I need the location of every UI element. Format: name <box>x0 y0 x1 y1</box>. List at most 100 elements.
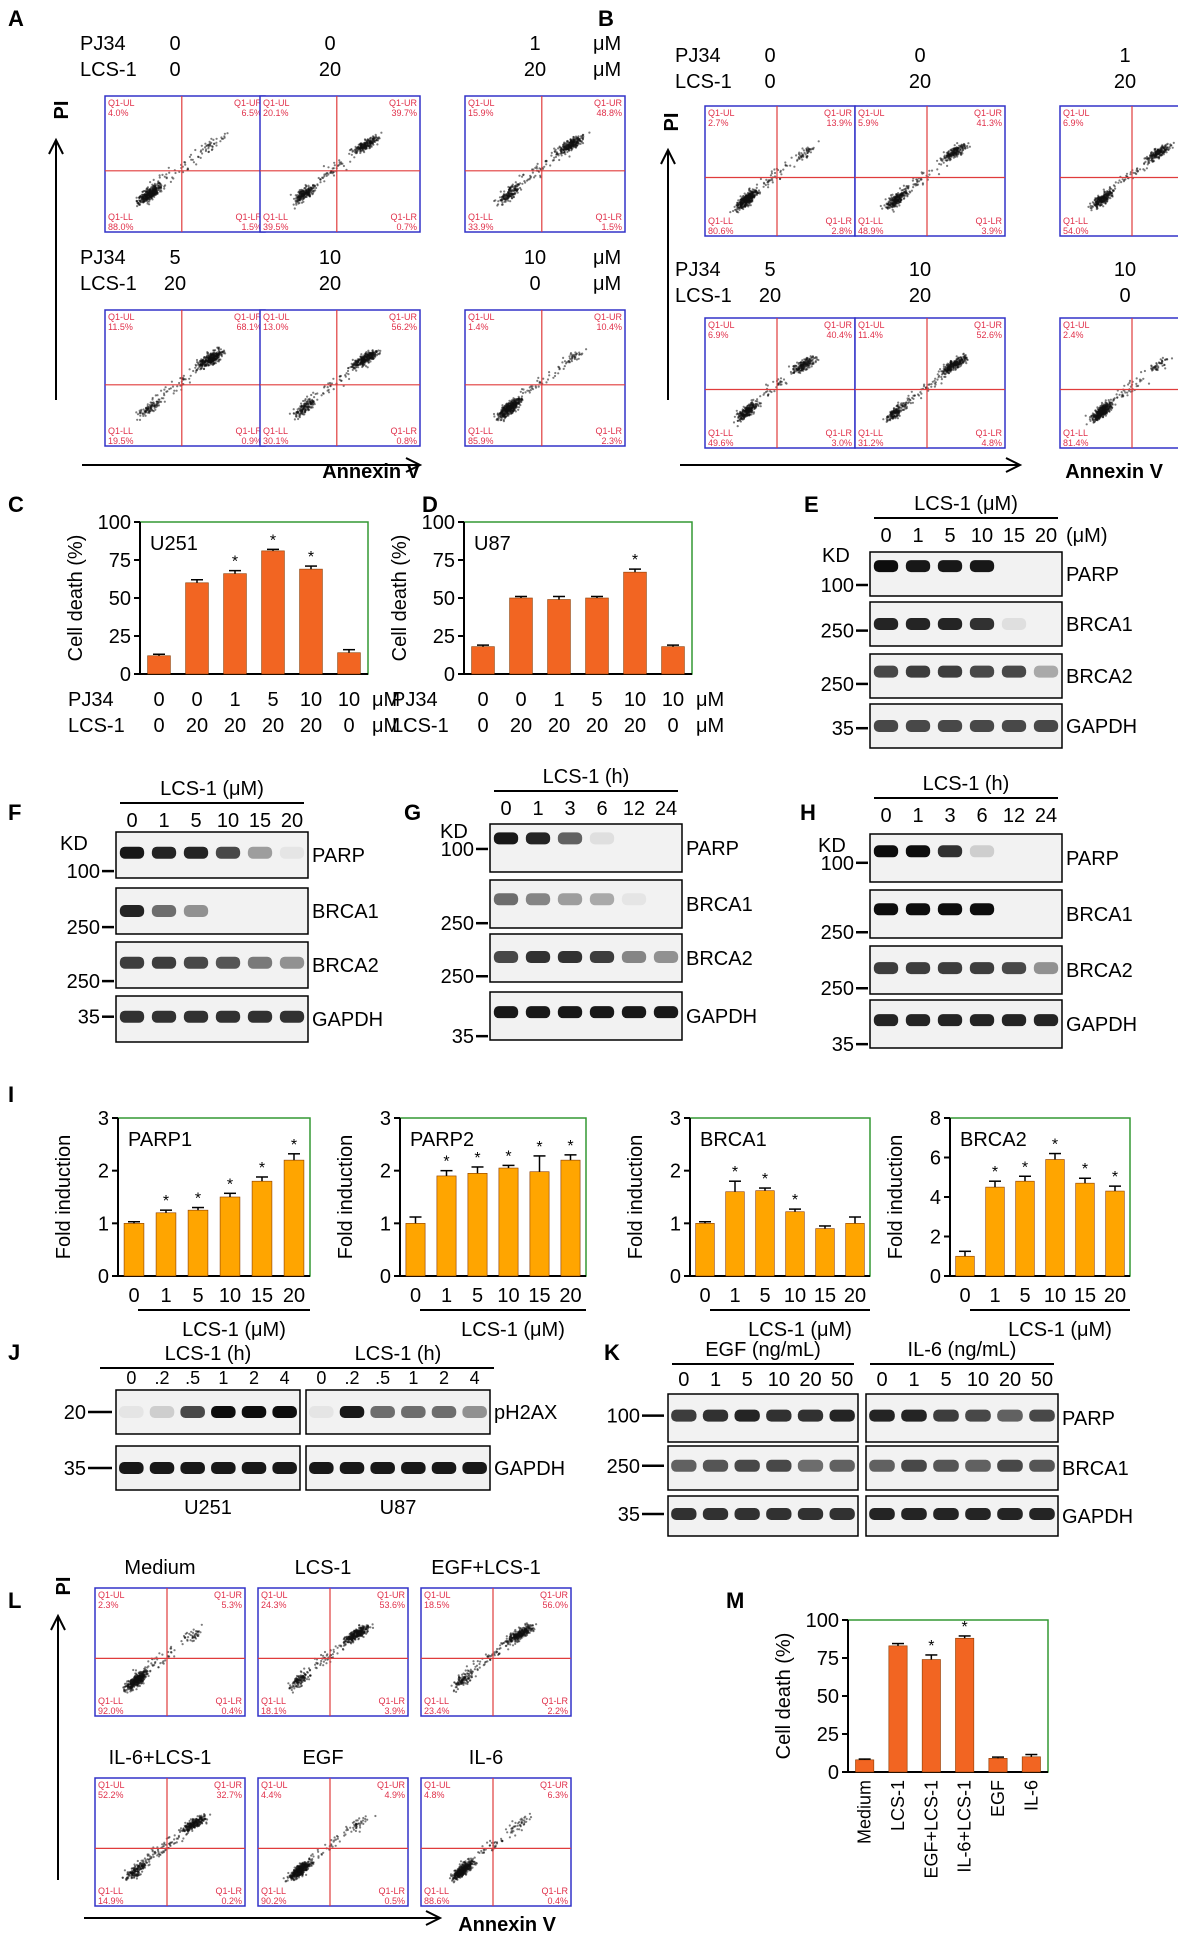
panel_A-facs-plot-event <box>226 132 228 134</box>
panel_B-facs-plot-event <box>801 159 803 161</box>
panel-letter-I: I <box>8 1082 14 1107</box>
panel_A-facs-plot-event <box>147 195 149 197</box>
panel_A-facs-plot-event <box>189 368 191 370</box>
panel_B-row1-pj34-value: 10 <box>1114 259 1136 281</box>
panel_B-facs-plot-pct-ll: 80.6% <box>708 226 734 236</box>
panel_A-facs-plot-pct-lr: 1.5% <box>241 222 262 232</box>
panel_A-facs-plot-event <box>332 378 334 380</box>
panel_B-facs-plot-event <box>1108 194 1110 196</box>
panel_A-facs-plot-event <box>146 187 148 189</box>
panel_B-facs-plot-event <box>885 198 887 200</box>
panel_A-facs-plot-event <box>302 413 304 415</box>
panel_A-facs-plot-event <box>316 399 318 401</box>
panel_A-facs-plot-event <box>172 386 174 388</box>
panel_A-facs-plot-event <box>157 185 159 187</box>
panel_A-facs-plot-event <box>203 356 205 358</box>
panel_B-facs-plot-event <box>750 192 752 194</box>
panel_B-facs-plot-event <box>1153 153 1155 155</box>
panel_B-facs-plot-event <box>894 198 896 200</box>
panel_A-facs-plot-event <box>334 164 336 166</box>
panel_B-facs-plot-event <box>1144 169 1146 171</box>
panel_A-facs-plot-event <box>361 144 363 146</box>
panel_A-facs-plot-event <box>305 185 307 187</box>
panel_A-facs-plot-event <box>579 138 581 140</box>
panel_B-facs-plot-event <box>739 206 741 208</box>
panel_A-facs-plot-event <box>183 161 185 163</box>
panel_B-facs-plot-event <box>946 165 948 167</box>
panel_B-facs-plot-event <box>734 206 736 208</box>
panel_B-facs-plot-event <box>888 197 890 199</box>
panel_B-facs-plot-pct-ul: 6.9% <box>708 330 729 340</box>
panel_B-facs-plot-event <box>1095 198 1097 200</box>
panel_B-facs-plot-event <box>736 410 738 412</box>
panel_A-facs-plot-pct-lr: 2.3% <box>601 436 622 446</box>
panel_A-facs-plot-event <box>570 358 572 360</box>
panel_A-facs-plot-event <box>156 401 158 403</box>
panel_A-facs-plot-event <box>560 150 562 152</box>
panel_A-facs-plot-event <box>517 192 519 194</box>
panel_B-facs-plot-event <box>899 198 901 200</box>
panel_B-facs-plot-event <box>746 408 748 410</box>
panel_A-facs-plot-event <box>538 167 540 169</box>
panel_B-facs-plot-event <box>928 170 930 172</box>
panel_A-facs-plot-event <box>566 151 568 153</box>
panel_A-facs-plot-event <box>503 190 505 192</box>
panel_B-facs-plot-pct-lr: 3.0% <box>831 438 852 448</box>
panel_B-facs-plot-label-ll: Q1-LL <box>1063 216 1088 226</box>
panel_A-facs-plot-event <box>201 152 203 154</box>
panel_A-facs-plot-event <box>164 401 166 403</box>
panel_A-facs-plot-event <box>562 357 564 359</box>
panel_A-facs-plot-event <box>216 355 218 357</box>
panel_A-facs-plot-event <box>222 138 224 140</box>
panel_B-facs-plot-pct-ur: 41.3% <box>976 118 1002 128</box>
panel_A-facs-plot-event <box>556 152 558 154</box>
panel_A-facs-plot-event <box>567 360 569 362</box>
panel_B-facs-plot-event <box>902 193 904 195</box>
panel_A-facs-plot-event <box>520 399 522 401</box>
panel_A-facs-plot-event <box>373 352 375 354</box>
panel_B-facs-plot-event <box>807 152 809 154</box>
panel_B-facs-plot-event <box>1111 193 1113 195</box>
panel_A-facs-plot-event <box>500 199 502 201</box>
panel_A-facs-plot-event <box>572 143 574 145</box>
panel_B-facs-plot-event <box>958 147 960 149</box>
panel_B-facs-plot-event <box>939 368 941 370</box>
panel_A-facs-plot-event <box>158 404 160 406</box>
panel_A-facs-plot-event <box>143 200 145 202</box>
panel_B-facs-plot-event <box>966 147 968 149</box>
panel_A-facs-plot-event <box>159 174 161 176</box>
panel_A-facs-plot-event <box>205 365 207 367</box>
panel_A-facs-plot-label-ll: Q1-LL <box>263 212 288 222</box>
panel_A-facs-plot-event <box>323 173 325 175</box>
panel_B-facs-plot-event <box>817 359 819 361</box>
panel_B-facs-plot-event <box>748 189 750 191</box>
panel_B-facs-plot-event <box>765 391 767 393</box>
panel_A-facs-plot-event <box>343 165 345 167</box>
panel_A-row1-pj34-label: PJ34 <box>80 247 126 269</box>
panel_B-facs-plot-event <box>953 157 955 159</box>
panel_A-facs-plot-event <box>516 400 518 402</box>
panel_B-facs-plot-event <box>801 359 803 361</box>
panel_B-facs-plot-event <box>741 412 743 414</box>
panel_B-facs-plot-event <box>1090 209 1092 211</box>
panel_A-facs-plot-event <box>504 201 506 203</box>
panel_A-facs-plot-event <box>311 399 313 401</box>
panel_A-facs-plot-event <box>224 133 226 135</box>
panel_A-facs-plot-event <box>554 372 556 374</box>
panel_A-facs-plot-event <box>530 176 532 178</box>
panel_A-facs-plot-label-ul: Q1-UL <box>108 98 135 108</box>
panel_A-facs-plot-event <box>352 151 354 153</box>
panel_A-facs-plot-pct-lr: 1.5% <box>601 222 622 232</box>
panel_A-facs-plot-event <box>564 360 566 362</box>
panel_A-facs-plot-event <box>136 205 138 207</box>
panel_B-row1-lcs1-value: 20 <box>909 285 931 307</box>
panel_A-facs-plot-event <box>534 167 536 169</box>
panel_B-facs-plot-label-lr: Q1-LR <box>975 216 1002 226</box>
panel_A-facs-plot-event <box>361 366 363 368</box>
panel-letter-H: H <box>800 800 816 825</box>
panel_A-facs-plot-event <box>221 355 223 357</box>
panel_A-facs-plot-event <box>557 372 559 374</box>
panel_A-facs-plot-event <box>148 203 150 205</box>
panel_A-facs-plot-event <box>365 361 367 363</box>
